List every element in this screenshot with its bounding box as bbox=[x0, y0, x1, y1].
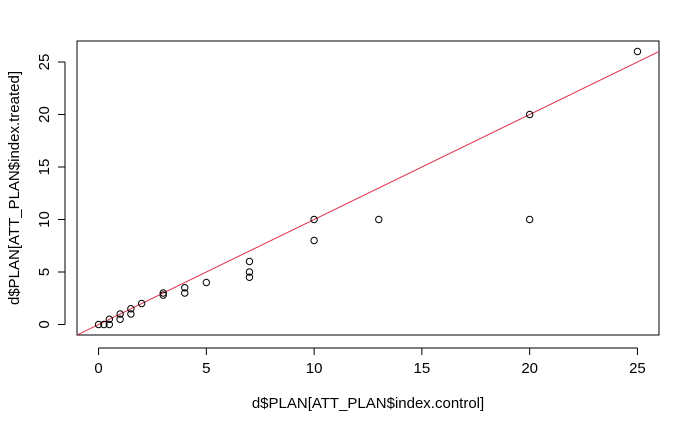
x-tick-label: 20 bbox=[521, 360, 538, 377]
y-tick-label: 20 bbox=[36, 106, 53, 123]
y-tick-label: 0 bbox=[36, 320, 53, 328]
x-tick-label: 15 bbox=[414, 360, 431, 377]
data-point bbox=[525, 215, 534, 224]
data-point bbox=[310, 236, 318, 245]
data-point bbox=[202, 278, 211, 287]
y-tick-label: 25 bbox=[36, 54, 53, 71]
data-point bbox=[245, 268, 254, 276]
data-point bbox=[105, 320, 114, 329]
data-point bbox=[127, 305, 135, 313]
data-point bbox=[116, 315, 124, 323]
data-point bbox=[633, 47, 642, 56]
data-point bbox=[181, 284, 189, 292]
data-point bbox=[94, 320, 103, 329]
data-point bbox=[245, 257, 254, 266]
x-tick-label: 25 bbox=[629, 360, 646, 377]
data-point bbox=[181, 289, 189, 297]
x-tick-label: 5 bbox=[202, 360, 210, 377]
data-point bbox=[245, 273, 254, 281]
data-point bbox=[310, 215, 318, 224]
points-layer bbox=[94, 47, 642, 329]
data-point bbox=[525, 110, 534, 119]
y-tick-label: 10 bbox=[36, 211, 53, 228]
data-point bbox=[105, 315, 114, 323]
data-point bbox=[137, 299, 146, 308]
data-point bbox=[127, 310, 135, 318]
y-axis-label: d$PLAN[ATT_PLAN$index.treated] bbox=[6, 71, 23, 305]
data-point bbox=[100, 320, 108, 329]
y-tick-label: 15 bbox=[36, 159, 53, 176]
plot-frame bbox=[76, 40, 660, 336]
data-point bbox=[159, 291, 167, 299]
x-tick-label: 0 bbox=[94, 360, 102, 377]
x-tick-label: 10 bbox=[306, 360, 323, 377]
y-tick-label: 5 bbox=[36, 268, 53, 276]
x-axis-label: d$PLAN[ATT_PLAN$index.control] bbox=[252, 395, 484, 412]
data-point bbox=[375, 215, 383, 224]
reference-line bbox=[77, 51, 659, 335]
reference-line-layer bbox=[77, 51, 659, 335]
y-axis: 0 5 10 15 20 25 bbox=[36, 54, 66, 329]
data-point bbox=[116, 310, 124, 318]
data-point bbox=[159, 289, 167, 297]
x-axis: 0 5 10 15 20 25 bbox=[94, 347, 646, 377]
